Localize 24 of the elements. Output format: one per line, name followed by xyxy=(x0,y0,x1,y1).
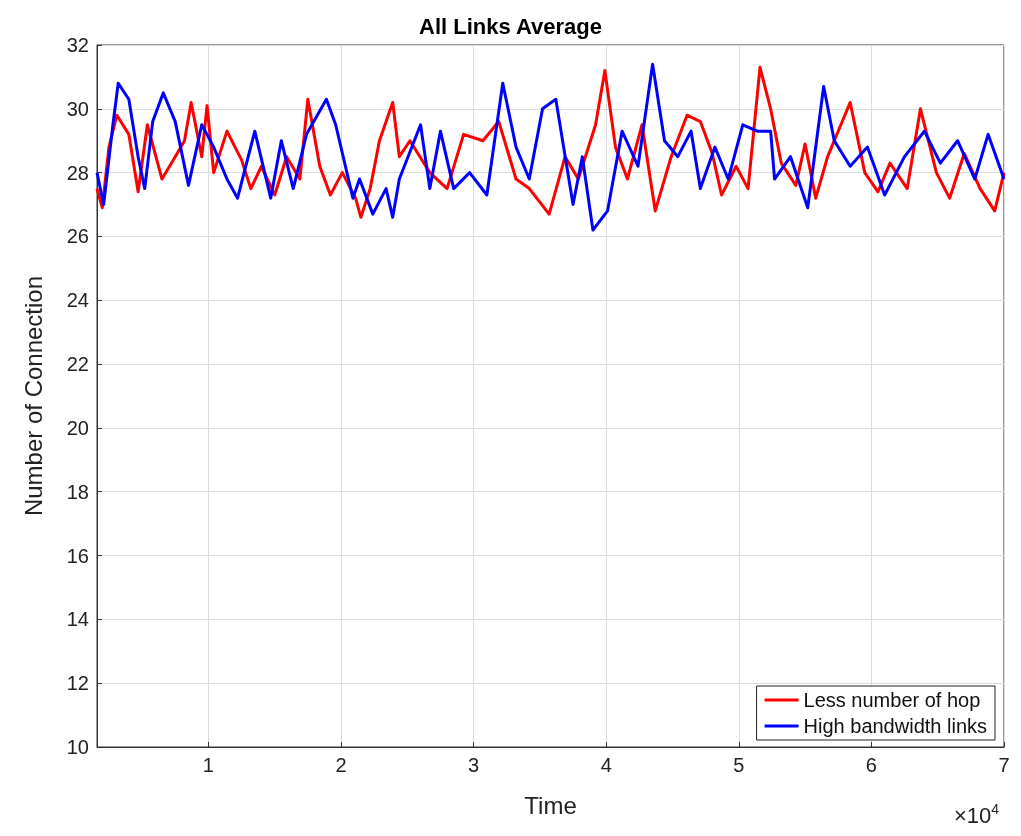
y-tick-label: 18 xyxy=(66,480,89,503)
y-tick-label: 30 xyxy=(66,97,89,120)
x-tick-label: 1 xyxy=(202,754,214,776)
y-tick-label: 24 xyxy=(66,289,89,312)
x-tick-label: 7 xyxy=(998,754,1010,776)
y-tick-label: 16 xyxy=(66,544,89,567)
y-tick-label: 14 xyxy=(66,608,89,631)
legend-label: Less number of hop xyxy=(803,689,981,711)
y-tick-label: 22 xyxy=(66,353,89,376)
x-tick-label: 6 xyxy=(865,754,877,776)
y-tick-label: 32 xyxy=(66,34,89,56)
y-tick-label: 20 xyxy=(66,416,89,439)
legend-label: High bandwidth links xyxy=(803,715,987,737)
x-tick-label: 4 xyxy=(600,754,612,776)
y-axis-title: Number of Connection xyxy=(19,275,47,517)
chart-title: All Links Average xyxy=(419,13,602,39)
x-axis-title: Time xyxy=(524,791,577,819)
y-tick-label: 26 xyxy=(66,225,89,248)
x-tick-label: 2 xyxy=(335,754,347,776)
x-tick-label: 5 xyxy=(733,754,745,776)
y-tick-label: 28 xyxy=(66,161,89,184)
x-tick-label: 3 xyxy=(468,754,480,776)
y-tick-label: 10 xyxy=(66,736,89,758)
y-tick-label: 12 xyxy=(66,672,89,695)
